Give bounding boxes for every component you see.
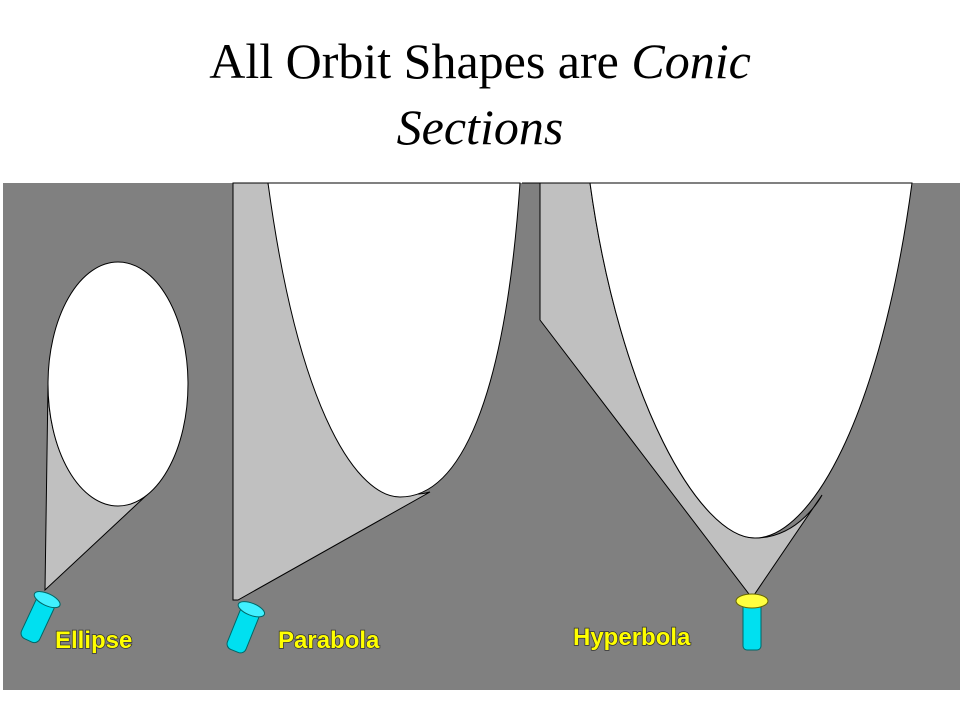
ellipse-flashlight (20, 591, 61, 644)
hyperbola-orbit (589, 182, 913, 539)
title-emphasis: Conic Sections (396, 33, 751, 155)
parabola-orbit (267, 182, 521, 498)
parabola-label: Parabola (278, 627, 380, 654)
hyperbola-label: Hyperbola (573, 624, 691, 651)
parabola-flashlight (226, 601, 266, 654)
hyperbola-flashlight (742, 601, 762, 651)
ellipse-orbit (47, 261, 189, 507)
title-text: All Orbit Shapes are (209, 33, 619, 89)
hyperbola-lens (735, 593, 769, 609)
ellipse-label: Ellipse (55, 627, 132, 654)
slide-title: All Orbit Shapes are Conic Sections (130, 28, 830, 160)
